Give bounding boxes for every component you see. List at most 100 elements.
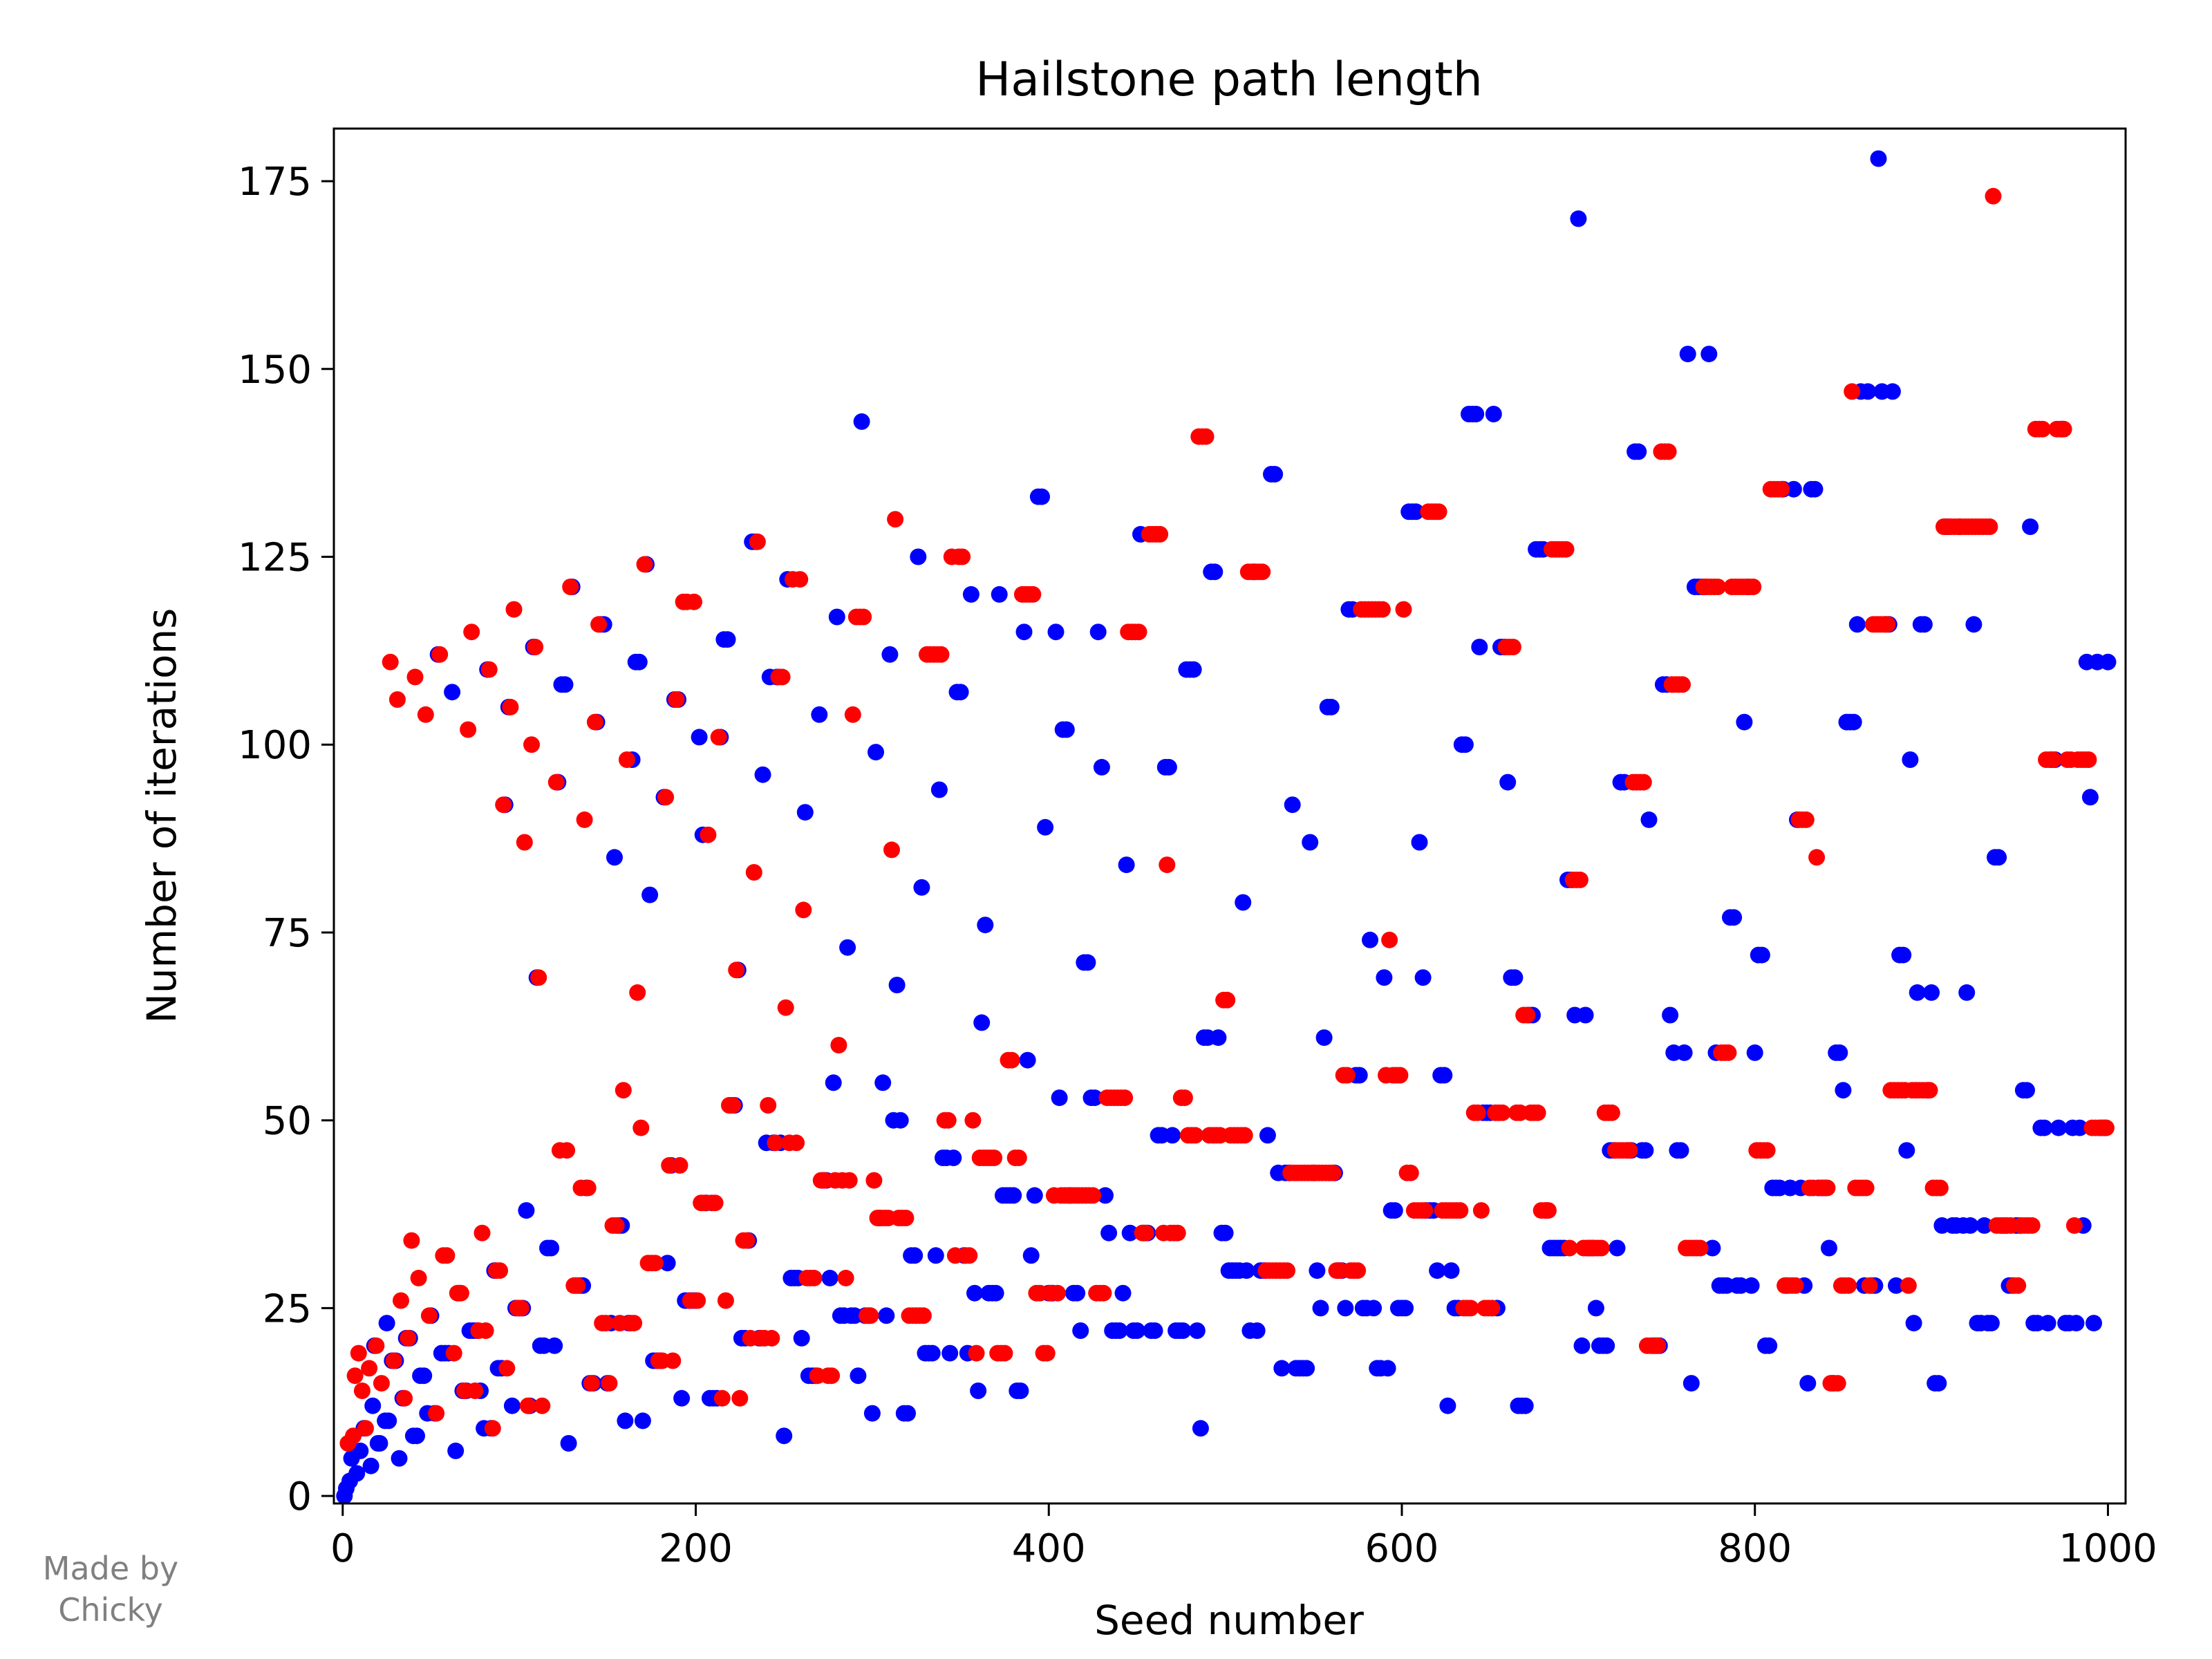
data-point	[1962, 1217, 1979, 1234]
data-point	[1005, 1187, 1022, 1204]
data-point	[1499, 774, 1517, 791]
data-point	[1051, 1089, 1068, 1107]
data-point	[2009, 1277, 2027, 1294]
data-point	[1429, 1262, 1446, 1280]
data-point	[2081, 789, 2099, 806]
y-tick-label: 25	[263, 1286, 312, 1331]
data-point	[754, 766, 771, 783]
data-point	[1577, 1006, 1594, 1024]
data-point	[973, 1014, 991, 1031]
data-point	[2039, 1315, 2056, 1332]
data-point	[352, 1442, 369, 1459]
data-point	[659, 1255, 676, 1272]
data-point	[463, 624, 480, 641]
data-point	[1379, 1360, 1396, 1377]
data-point	[1468, 406, 1485, 422]
ticks-layer: 0 200 400 600 800 1000 0 25 50 75 100 125 150 175	[238, 160, 2157, 1571]
data-point	[710, 729, 727, 746]
data-point	[1494, 1104, 1511, 1121]
data-point	[2071, 1119, 2088, 1136]
data-point	[830, 1037, 847, 1053]
data-point	[1312, 1300, 1329, 1317]
data-point	[673, 1389, 691, 1407]
data-point	[1187, 1127, 1204, 1144]
data-point	[1909, 984, 1926, 1001]
data-point	[495, 796, 512, 814]
data-point	[1506, 969, 1524, 986]
data-point	[1609, 1239, 1626, 1257]
data-point	[1176, 1089, 1193, 1107]
data-point	[601, 1375, 618, 1392]
data-point	[345, 1427, 362, 1445]
data-point	[1093, 758, 1110, 776]
data-point	[1761, 1337, 1778, 1354]
data-point	[939, 1112, 957, 1129]
data-point	[1085, 1187, 1102, 1204]
data-point	[731, 1389, 749, 1407]
data-point	[1679, 346, 1696, 363]
data-point	[357, 1420, 374, 1437]
data-point	[1981, 518, 1998, 535]
x-tick-label: 1000	[2059, 1526, 2157, 1571]
data-point	[641, 886, 659, 903]
data-point	[396, 1389, 413, 1407]
data-point	[484, 1420, 501, 1437]
y-tick-label: 75	[263, 911, 312, 956]
data-point	[1391, 1067, 1409, 1084]
data-point	[615, 1082, 632, 1099]
data-point	[1015, 624, 1033, 641]
data-point	[431, 646, 449, 663]
data-point	[1593, 1239, 1610, 1257]
plot-area-frame	[332, 127, 2127, 1505]
data-point	[1456, 736, 1474, 753]
data-point	[915, 1307, 932, 1324]
data-point	[1848, 616, 1866, 633]
data-point	[1128, 1322, 1145, 1339]
data-point	[1725, 909, 1743, 926]
data-point	[892, 1112, 909, 1129]
data-point	[1469, 1104, 1486, 1121]
y-tick-label: 150	[238, 348, 312, 393]
x-axis-title: Seed number	[1094, 1597, 1364, 1644]
data-point	[409, 1427, 425, 1445]
data-point	[519, 1397, 536, 1414]
data-point	[1302, 834, 1319, 851]
data-point	[410, 1269, 427, 1286]
data-point	[1315, 1029, 1333, 1047]
data-point	[837, 1269, 854, 1286]
data-point	[1829, 1375, 1846, 1392]
data-point	[1676, 1044, 1693, 1061]
data-point	[738, 1232, 756, 1249]
data-point	[1159, 856, 1176, 874]
data-point	[1038, 1344, 1056, 1362]
data-point	[445, 1344, 462, 1362]
data-point	[924, 1344, 941, 1362]
credit-line-1: Made by	[43, 1550, 178, 1587]
data-point	[1416, 1202, 1434, 1219]
data-point	[1160, 758, 1177, 776]
data-point	[853, 413, 870, 430]
data-point	[512, 1300, 529, 1317]
data-point	[862, 1307, 879, 1324]
data-point	[1397, 1300, 1414, 1317]
data-point	[986, 1150, 1003, 1166]
data-point	[1010, 1150, 1027, 1166]
data-point	[1879, 616, 1896, 633]
data-point	[1900, 1277, 1917, 1294]
data-point	[1808, 849, 1826, 866]
data-point	[1351, 1067, 1368, 1084]
data-point	[1386, 1202, 1403, 1219]
data-point	[1672, 1142, 1689, 1159]
data-point	[2080, 751, 2097, 768]
data-point	[897, 1210, 915, 1226]
data-point	[1637, 1142, 1654, 1159]
data-point	[823, 1367, 841, 1385]
data-point	[382, 653, 399, 671]
data-point	[1635, 774, 1652, 791]
data-point	[1169, 1224, 1186, 1241]
data-point	[961, 1247, 978, 1264]
data-point	[630, 653, 648, 671]
data-point	[1003, 1051, 1020, 1069]
data-point	[420, 1307, 438, 1324]
data-point	[1217, 1224, 1234, 1241]
